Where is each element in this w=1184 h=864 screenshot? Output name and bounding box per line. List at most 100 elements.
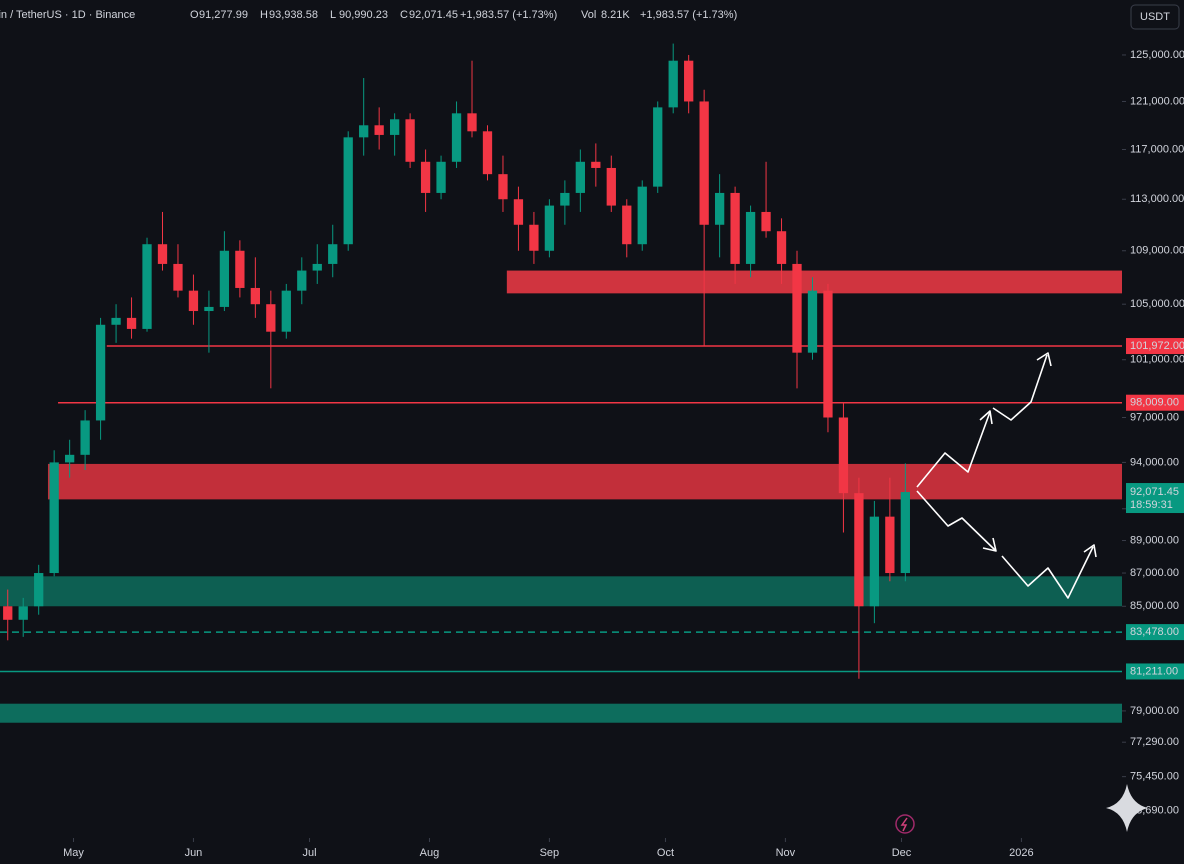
- projection-down: [1001, 546, 1094, 599]
- ohlc-value: 90,990.23: [339, 9, 388, 21]
- y-tick-label: 87,000.00: [1130, 567, 1179, 579]
- y-tick-label: 105,000.00: [1130, 298, 1184, 310]
- candle-body: [436, 161, 446, 193]
- y-tick-label: 85,000.00: [1130, 600, 1179, 612]
- arrow-head: [1036, 352, 1052, 367]
- currency-button[interactable]: USDT: [1130, 4, 1180, 30]
- candle-body: [343, 137, 353, 245]
- ohlc-key: C: [400, 9, 408, 21]
- button-frame[interactable]: [1130, 4, 1180, 30]
- candle-body: [854, 493, 864, 607]
- y-tick-label: 89,000.00: [1130, 534, 1179, 546]
- candle-body: [513, 199, 524, 225]
- icon-bolt[interactable]: [900, 817, 908, 832]
- arrow-head: [982, 537, 997, 552]
- price-tag: [1126, 394, 1184, 411]
- x-tick-label: Jun: [185, 847, 203, 859]
- y-tick-label: 75,450.00: [1130, 771, 1179, 783]
- candle-body: [405, 119, 415, 162]
- candle-body: [684, 60, 694, 102]
- y-tick-label: 109,000.00: [1130, 245, 1184, 257]
- x-tick-label: May: [63, 847, 84, 859]
- candle-body: [173, 263, 183, 291]
- candle-body: [266, 304, 276, 332]
- ohlc-value: 93,938.58: [269, 9, 318, 21]
- volume-key: Vol: [581, 9, 596, 21]
- ohlc-key: L: [330, 9, 336, 21]
- candle-body: [420, 161, 431, 193]
- ohlc-key: H: [260, 9, 268, 21]
- candle-body: [95, 324, 106, 421]
- candle-body: [281, 290, 291, 332]
- candle-body: [64, 454, 75, 463]
- x-tick-label: Sep: [540, 847, 560, 859]
- projection-up: [916, 411, 991, 488]
- arrow-head: [979, 410, 993, 425]
- x-tick-label: 2026: [1009, 847, 1033, 859]
- y-tick-label: 97,000.00: [1130, 411, 1179, 423]
- volume-change: +1,983.57 (+1.73%): [640, 9, 737, 21]
- candle-body: [250, 287, 260, 305]
- alert-icon[interactable]: [895, 814, 915, 834]
- candle-body: [745, 211, 756, 264]
- icon-ring[interactable]: [895, 814, 915, 834]
- candle-body: [606, 167, 616, 206]
- price-axis: 125,000.00 121,000.00 117,000.00 113,000.00…: [1122, 0, 1184, 864]
- price-tag: [1126, 624, 1184, 641]
- candle-body: [699, 101, 709, 225]
- arrow-head: [1083, 544, 1097, 558]
- candle-body: [18, 606, 28, 620]
- candle-body: [869, 516, 880, 607]
- zone: [0, 576, 1122, 607]
- y-tick-label: 77,290.00: [1130, 736, 1179, 748]
- volume: 8.21K: [601, 9, 630, 21]
- candle-body: [544, 205, 555, 251]
- candle-body: [498, 174, 508, 200]
- candle-body: [467, 113, 477, 132]
- symbol: Bitcoin / TetherUS · 1D · Binance: [0, 9, 135, 21]
- x-tick-label: Aug: [420, 847, 440, 859]
- sparkle: [1106, 784, 1148, 832]
- zone: [47, 463, 1122, 500]
- x-tick-label: Jul: [302, 847, 316, 859]
- y-tick-label: 79,000.00: [1130, 705, 1179, 717]
- candle-body: [885, 516, 895, 574]
- candle-body: [807, 290, 818, 353]
- projection-up: [992, 354, 1048, 421]
- candle-body: [900, 492, 910, 574]
- zone: [0, 703, 1122, 723]
- y-tick-label: 101,000.00: [1130, 354, 1184, 366]
- candle-body: [219, 250, 230, 307]
- currency-label[interactable]: USDT: [1140, 11, 1170, 23]
- sparkle-logo: [1106, 784, 1148, 832]
- ohlc-value: 91,277.99: [199, 9, 248, 21]
- price-tag-label: 83,478.00: [1130, 626, 1179, 638]
- candle-body: [529, 224, 539, 251]
- price-tag-label: 101,972.00: [1130, 340, 1184, 352]
- candle-body: [359, 125, 369, 138]
- candle-body: [714, 192, 725, 225]
- ohlc-value: 92,071.45: [409, 9, 458, 21]
- candle-body: [235, 250, 245, 288]
- x-tick-label: Oct: [657, 847, 674, 859]
- change: +1,983.57 (+1.73%): [460, 9, 557, 21]
- candle-body: [451, 113, 462, 162]
- candle-body: [374, 125, 384, 135]
- candle-body: [637, 186, 647, 245]
- candle-body: [482, 131, 493, 175]
- candle-body: [312, 263, 322, 271]
- price-tag-label: 81,211.00: [1130, 665, 1178, 677]
- ohlc: O 91,277.99 H 93,938.58 L 90,990.23 C 92,071.45…: [190, 9, 737, 21]
- drawings: [916, 352, 1097, 599]
- candle-body: [622, 205, 632, 245]
- candle-body: [49, 462, 59, 574]
- candle-body: [3, 606, 13, 620]
- last-price-tag: [1126, 483, 1184, 514]
- candle-body: [823, 290, 833, 418]
- candle-body: [297, 270, 307, 291]
- ohlc-key: O: [190, 9, 199, 21]
- last-price-label: 92,071.45: [1130, 486, 1179, 498]
- candle-body: [80, 420, 90, 455]
